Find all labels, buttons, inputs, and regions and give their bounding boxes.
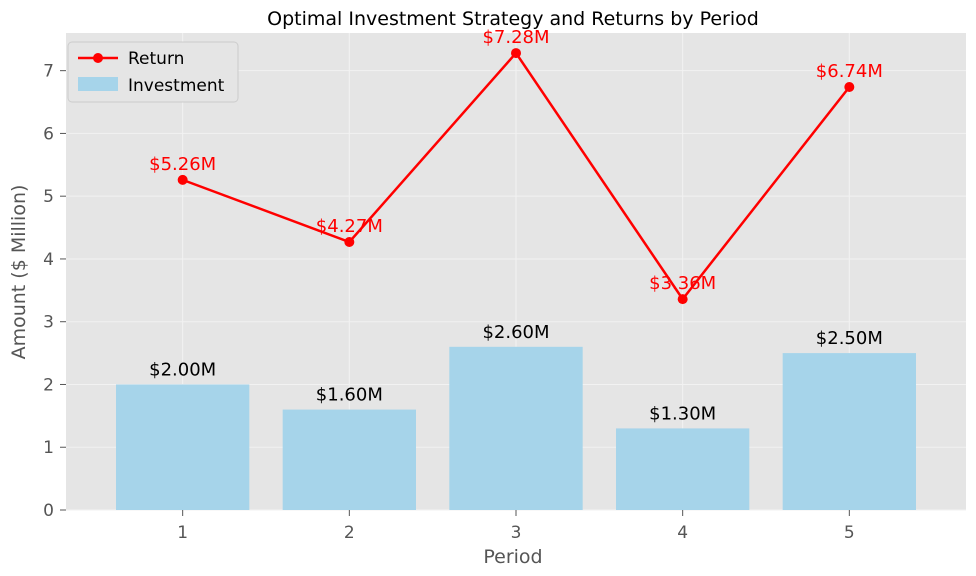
investment-bar (782, 353, 916, 510)
x-tick-label: 5 (844, 523, 855, 543)
return-point (344, 237, 355, 248)
x-tick-label: 1 (177, 523, 188, 543)
investment-data-label: $1.30M (649, 403, 716, 424)
return-data-label: $5.26M (149, 154, 216, 175)
x-tick-label: 3 (511, 523, 522, 543)
y-axis-label: Amount ($ Million) (8, 185, 30, 360)
y-tick-label: 6 (43, 124, 54, 144)
return-point (177, 174, 188, 185)
y-tick-label: 3 (43, 313, 54, 333)
return-labels: $5.26M $4.27M $7.28M $3.36M $6.74M (149, 27, 883, 294)
return-data-label: $3.36M (649, 273, 716, 294)
legend-investment-label: Investment (128, 76, 225, 96)
y-ticks: 0 1 2 3 4 5 6 7 (43, 62, 66, 521)
x-tick-label: 4 (677, 523, 688, 543)
x-axis-label: Period (483, 546, 542, 568)
return-data-label: $6.74M (816, 61, 883, 82)
investment-bars (116, 346, 916, 510)
investment-data-label: $1.60M (316, 385, 383, 406)
y-tick-label: 0 (43, 501, 54, 521)
return-data-label: $4.27M (316, 216, 383, 237)
investment-labels: $2.00M $1.60M $2.60M $1.30M $2.50M (149, 322, 883, 425)
legend-return-label: Return (128, 49, 184, 69)
return-point (677, 294, 688, 305)
y-tick-label: 4 (43, 250, 54, 270)
investment-bar (449, 346, 583, 510)
investment-bar (282, 409, 416, 510)
investment-data-label: $2.00M (149, 359, 216, 380)
return-point (511, 48, 521, 59)
legend-investment-swatch (78, 77, 118, 91)
investment-data-label: $2.50M (816, 328, 883, 349)
y-tick-label: 1 (43, 438, 54, 458)
investment-bar (116, 384, 250, 510)
y-tick-label: 5 (43, 187, 54, 207)
investment-data-label: $2.60M (482, 322, 549, 343)
return-data-label: $7.28M (482, 27, 549, 48)
x-tick-label: 2 (344, 523, 355, 543)
y-tick-label: 2 (43, 375, 54, 395)
y-tick-label: 7 (43, 62, 54, 82)
legend-return-marker (93, 53, 103, 63)
chart-title: Optimal Investment Strategy and Returns … (267, 8, 759, 30)
legend: Return Investment (67, 41, 239, 103)
investment-bar (616, 428, 750, 510)
return-point (844, 81, 855, 92)
return-line (177, 48, 855, 305)
x-ticks: 1 2 3 4 5 (177, 510, 855, 543)
